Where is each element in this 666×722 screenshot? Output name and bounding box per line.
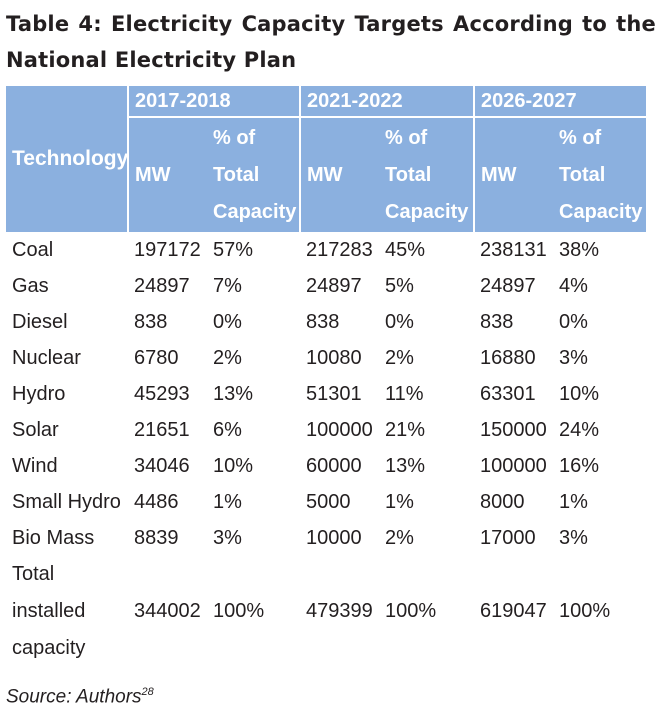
cell-technology: Total installed capacity (12, 563, 86, 659)
header-technology: Technology (6, 86, 129, 232)
cell-mw: 8000 (480, 490, 525, 513)
cell-technology: Diesel (12, 310, 68, 333)
cell-percent: 6% (213, 418, 242, 441)
table-row: Nuclear 6780 2% 10080 2% 16880 3% (6, 340, 646, 376)
cell-percent: 13% (213, 382, 254, 405)
cell-percent: 100% (385, 600, 437, 622)
cell-percent: 100% (559, 600, 611, 622)
footnote-ref: 28 (141, 686, 154, 698)
cell-mw: 5000 (306, 490, 351, 513)
cell-technology: Wind (12, 454, 58, 477)
capacity-table: Technology 2017-2018 2021-2022 2026-2027… (6, 86, 646, 667)
cell-mw: 238131 (480, 238, 547, 261)
cell-mw: 60000 (306, 454, 362, 477)
header-percent: % of Total Capacity (553, 117, 646, 232)
cell-mw: 45293 (134, 382, 190, 405)
cell-mw: 34046 (134, 454, 190, 477)
source-note: Source: Authors28 (6, 686, 154, 708)
cell-mw: 17000 (480, 526, 536, 549)
cell-mw: 100000 (480, 454, 547, 477)
cell-technology: Gas (12, 274, 49, 297)
cell-technology: Bio Mass (12, 526, 95, 549)
header-period: 2017-2018 (128, 86, 301, 118)
cell-percent: 57% (213, 238, 254, 261)
total-row: Total installed capacity 344002 100% 479… (6, 556, 646, 667)
cell-percent: 1% (385, 490, 414, 513)
cell-mw: 344002 (134, 600, 201, 622)
cell-mw: 8839 (134, 526, 179, 549)
header-period: 2021-2022 (300, 86, 475, 118)
cell-mw: 24897 (480, 274, 536, 297)
cell-mw: 51301 (306, 382, 362, 405)
cell-mw: 838 (306, 310, 340, 333)
cell-technology: Nuclear (12, 346, 81, 369)
header-percent: % of Total Capacity (379, 117, 475, 232)
table-row: Diesel 838 0% 838 0% 838 0% (6, 304, 646, 340)
cell-mw: 619047 (480, 600, 547, 622)
cell-mw: 24897 (306, 274, 362, 297)
table-row: Hydro 45293 13% 51301 11% 63301 10% (6, 376, 646, 412)
cell-mw: 4486 (134, 490, 179, 513)
cell-technology: Small Hydro (12, 490, 121, 513)
cell-mw: 100000 (306, 418, 373, 441)
header-percent: % of Total Capacity (207, 117, 301, 232)
cell-percent: 2% (385, 346, 414, 369)
cell-percent: 11% (385, 382, 424, 405)
cell-percent: 24% (559, 418, 600, 441)
cell-mw: 63301 (480, 382, 536, 405)
cell-percent: 13% (385, 454, 426, 477)
cell-percent: 0% (213, 310, 242, 333)
cell-percent: 0% (559, 310, 588, 333)
cell-percent: 16% (559, 454, 600, 477)
cell-percent: 45% (385, 238, 426, 261)
cell-percent: 3% (559, 346, 588, 369)
header-period: 2026-2027 (474, 86, 646, 118)
cell-percent: 4% (559, 274, 588, 297)
table-title: Table 4: Electricity Capacity Targets Ac… (6, 12, 656, 72)
cell-percent: 100% (213, 600, 265, 622)
table-row: Wind 34046 10% 60000 13% 100000 16% (6, 448, 646, 484)
cell-mw: 10000 (306, 526, 362, 549)
cell-mw: 16880 (480, 346, 536, 369)
cell-percent: 21% (385, 418, 426, 441)
table-row: Gas 24897 7% 24897 5% 24897 4% (6, 268, 646, 304)
header-mw: MW (128, 117, 207, 232)
cell-percent: 10% (213, 454, 254, 477)
table-row: Small Hydro 4486 1% 5000 1% 8000 1% (6, 484, 646, 520)
cell-percent: 3% (559, 526, 588, 549)
source-text: Source: Authors (6, 686, 142, 708)
cell-mw: 10080 (306, 346, 362, 369)
cell-technology: Solar (12, 418, 59, 441)
table-row: Bio Mass 8839 3% 10000 2% 17000 3% (6, 520, 646, 556)
cell-percent: 38% (559, 238, 600, 261)
table-row: Solar 21651 6% 100000 21% 150000 24% (6, 412, 646, 448)
cell-mw: 24897 (134, 274, 190, 297)
cell-mw: 197172 (134, 238, 201, 261)
cell-percent: 2% (213, 346, 242, 369)
cell-mw: 6780 (134, 346, 179, 369)
cell-percent: 5% (385, 274, 414, 297)
header-mw: MW (300, 117, 379, 232)
cell-mw: 150000 (480, 418, 547, 441)
header-mw: MW (474, 117, 553, 232)
cell-technology: Coal (12, 238, 54, 261)
cell-percent: 1% (213, 490, 242, 513)
cell-percent: 10% (559, 382, 600, 405)
cell-percent: 0% (385, 310, 414, 333)
cell-technology: Hydro (12, 382, 66, 405)
table-row: Coal 197172 57% 217283 45% 238131 38% (6, 232, 646, 268)
cell-mw: 838 (480, 310, 514, 333)
cell-mw: 217283 (306, 238, 373, 261)
cell-mw: 21651 (134, 418, 190, 441)
cell-mw: 838 (134, 310, 168, 333)
cell-percent: 3% (213, 526, 242, 549)
cell-percent: 2% (385, 526, 414, 549)
cell-mw: 479399 (306, 600, 373, 622)
cell-percent: 7% (213, 274, 242, 297)
cell-percent: 1% (559, 490, 588, 513)
